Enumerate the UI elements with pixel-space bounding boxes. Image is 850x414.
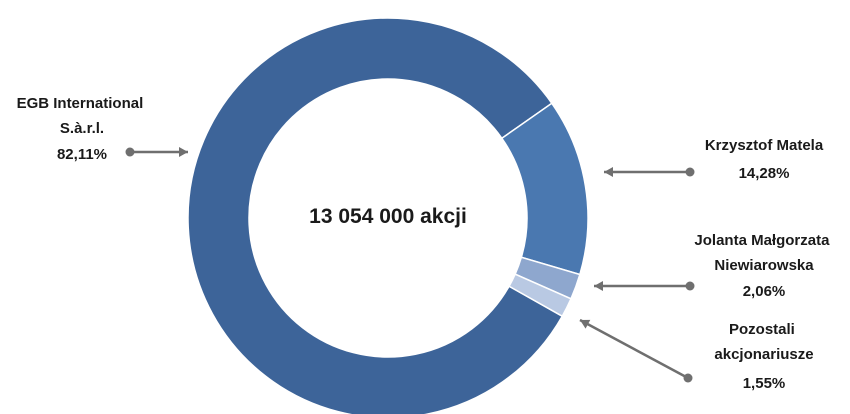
slice-label-matela: Krzysztof Matela	[705, 137, 824, 154]
slice-label-egb-line1: EGB International	[17, 95, 144, 112]
connector-matela	[604, 167, 695, 177]
slice-label-niewiarowska-line2: Niewiarowska	[714, 257, 814, 274]
slice-label-niewiarowska-line1: Jolanta Małgorzata	[694, 232, 830, 249]
connector-arrowhead-pozostali	[580, 319, 591, 329]
connector-dot-matela	[685, 167, 695, 177]
connector-arrowhead-matela	[604, 167, 613, 177]
donut-slice-matela	[500, 102, 589, 276]
connector-arrowhead-niewiarowska	[594, 281, 603, 291]
center-label: 13 054 000 akcji	[309, 205, 467, 228]
donut-slice-pozostali	[508, 273, 572, 318]
connector-dot-niewiarowska	[685, 281, 695, 291]
slice-label-egb-line2: S.à.r.l.	[60, 120, 104, 137]
connector-line-pozostali	[579, 318, 689, 380]
connector-pozostali	[579, 318, 693, 383]
donut-slices	[187, 17, 589, 414]
connector-dot-pozostali	[683, 373, 693, 383]
slice-label-pozostali: Pozostali akcjonariusze	[714, 321, 813, 363]
donut-slice-egb	[187, 17, 564, 414]
connector-niewiarowska	[594, 281, 695, 291]
slice-label-niewiarowska: Jolanta Małgorzata Niewiarowska	[694, 232, 833, 274]
slice-label-egb: EGB International S.à.r.l.	[17, 95, 148, 137]
connector-arrowhead-egb	[179, 147, 188, 157]
slice-value-niewiarowska: 2,06%	[743, 283, 786, 300]
connector-dot-egb	[125, 147, 135, 157]
slice-value-pozostali: 1,55%	[743, 375, 786, 392]
label-connectors	[125, 147, 695, 383]
slice-label-pozostali-line1: Pozostali	[729, 321, 795, 338]
connector-egb	[125, 147, 188, 157]
slice-value-matela: 14,28%	[739, 165, 790, 182]
slice-value-egb: 82,11%	[57, 146, 107, 163]
slice-label-pozostali-line2: akcjonariusze	[714, 346, 813, 363]
